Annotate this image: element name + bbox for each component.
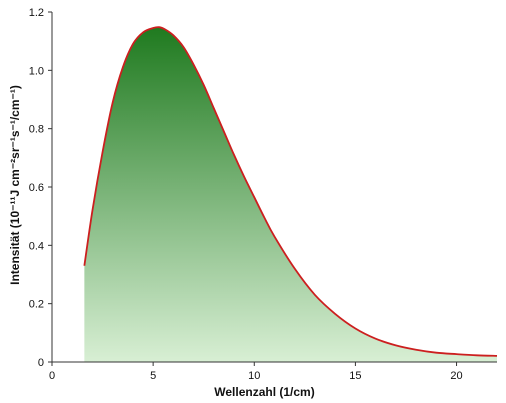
y-tick-label: 0.6 [29, 182, 44, 194]
x-tick-label: 0 [49, 370, 55, 382]
series-area-fill [84, 27, 498, 363]
x-axis-title: Wellenzahl (1/cm) [214, 385, 314, 399]
x-tick-label: 5 [150, 370, 156, 382]
x-tick-label: 10 [248, 370, 260, 382]
y-tick-label: 1.2 [29, 7, 44, 19]
y-tick-label: 0.2 [29, 299, 44, 311]
y-tick-label: 0.8 [29, 124, 44, 136]
y-axis-title: Intensität (10⁻¹¹J cm⁻²sr⁻¹s⁻¹/cm⁻¹) [8, 85, 22, 285]
x-tick-label: 20 [450, 370, 462, 382]
series-line [83, 26, 498, 357]
y-tick-label: 1.0 [29, 65, 44, 77]
y-tick-label: 0.4 [29, 240, 44, 252]
y-tick-label: 0 [38, 357, 44, 369]
x-tick-label: 15 [349, 370, 361, 382]
